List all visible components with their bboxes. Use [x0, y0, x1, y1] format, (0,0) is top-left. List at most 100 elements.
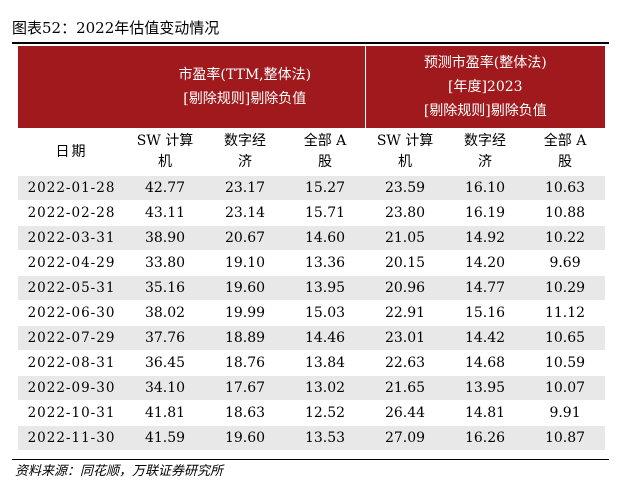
cell-sw-computer-forecast: 23.59 [365, 176, 446, 201]
cell-sw-computer-forecast: 21.05 [365, 225, 446, 251]
cell-all-a-forecast: 10.87 [525, 425, 606, 451]
cell-sw-computer-forecast: 27.09 [365, 425, 446, 451]
column-header-line: 全部 A [303, 133, 347, 149]
cell-sw-computer-ttm: 33.80 [125, 250, 205, 276]
column-header-all-a-forecast: 全部 A 股 [525, 128, 605, 176]
cell-digital-economy-forecast: 15.16 [445, 300, 526, 326]
cell-sw-computer-forecast: 23.01 [365, 325, 446, 351]
cell-sw-computer-ttm: 41.81 [125, 400, 205, 426]
cell-all-a-ttm: 13.36 [285, 250, 366, 276]
cell-sw-computer-forecast: 20.96 [365, 275, 446, 301]
group-header-forecast-pe-line2: [年度]2023 [448, 79, 523, 95]
row-date: 2022-09-30 [18, 375, 125, 401]
cell-sw-computer-forecast: 22.91 [365, 300, 446, 326]
row-date: 2022-01-28 [18, 176, 125, 201]
group-header-ttm-pe: 市盈率(TTM,整体法) [剔除规则]剔除负值 [125, 46, 366, 128]
cell-all-a-ttm: 13.84 [285, 350, 366, 376]
row-date: 2022-10-31 [18, 400, 125, 426]
cell-digital-economy-forecast: 16.26 [445, 425, 526, 451]
cell-sw-computer-ttm: 38.90 [125, 225, 205, 251]
cell-sw-computer-ttm: 34.10 [125, 375, 205, 401]
cell-all-a-ttm: 13.95 [285, 275, 366, 301]
column-header-line: 济 [478, 154, 493, 170]
cell-all-a-ttm: 15.03 [285, 300, 366, 326]
cell-digital-economy-ttm: 19.99 [205, 300, 285, 326]
column-header-line: 数字经 [224, 133, 266, 149]
column-header-line: SW 计算 [136, 133, 194, 149]
column-header-line: 全部 A [543, 133, 587, 149]
cell-all-a-ttm: 13.53 [285, 425, 366, 451]
table-body: 2022-01-28 42.77 23.17 15.27 23.59 16.10… [18, 176, 606, 451]
cell-sw-computer-forecast: 23.80 [365, 200, 446, 226]
cell-all-a-forecast: 9.69 [525, 250, 606, 276]
row-date: 2022-05-31 [18, 275, 125, 301]
figure-title: 图表52：2022年估值变动情况 [12, 19, 220, 37]
column-header-date: 日期 [55, 143, 88, 160]
cell-sw-computer-ttm: 37.76 [125, 325, 205, 351]
cell-digital-economy-ttm: 20.67 [205, 225, 285, 251]
cell-sw-computer-ttm: 35.16 [125, 275, 205, 301]
cell-digital-economy-forecast: 14.77 [445, 275, 526, 301]
group-header-forecast-pe-line1: 预测市盈率(整体法) [423, 55, 547, 71]
cell-sw-computer-ttm: 36.45 [125, 350, 205, 376]
cell-digital-economy-forecast: 14.92 [445, 225, 526, 251]
row-date: 2022-06-30 [18, 300, 125, 326]
column-header-line: 机 [398, 154, 413, 170]
cell-all-a-ttm: 15.27 [285, 176, 366, 201]
cell-sw-computer-ttm: 43.11 [125, 200, 205, 226]
cell-all-a-forecast: 10.88 [525, 200, 606, 226]
table-row: 2022-08-31 36.45 18.76 13.84 22.63 14.68… [18, 350, 606, 376]
column-header-line: 机 [158, 154, 172, 170]
column-header-all-a-ttm: 全部 A 股 [285, 128, 365, 176]
cell-sw-computer-ttm: 38.02 [125, 300, 205, 326]
table-row: 2022-09-30 34.10 17.67 13.02 21.65 13.95… [18, 375, 606, 401]
title-rule [12, 42, 609, 44]
cell-all-a-forecast: 11.12 [525, 300, 606, 326]
bottom-rule [12, 459, 609, 460]
cell-all-a-ttm: 15.71 [285, 200, 366, 226]
column-header-line: 股 [318, 154, 333, 170]
cell-digital-economy-forecast: 14.20 [445, 250, 526, 276]
row-date: 2022-03-31 [18, 225, 125, 251]
row-date: 2022-08-31 [18, 350, 125, 376]
group-header-ttm-pe-line2: [剔除规则]剔除负值 [183, 91, 307, 107]
cell-all-a-forecast: 10.59 [525, 350, 606, 376]
cell-sw-computer-ttm: 41.59 [125, 425, 205, 451]
column-header-sw-computer-ttm: SW 计算 机 [125, 128, 205, 176]
table-row: 2022-04-29 33.80 19.10 13.36 20.15 14.20… [18, 250, 606, 276]
group-header-forecast-pe-line3: [剔除规则]剔除负值 [423, 103, 547, 119]
cell-all-a-forecast: 10.29 [525, 275, 606, 301]
cell-all-a-ttm: 12.52 [285, 400, 366, 426]
cell-digital-economy-forecast: 13.95 [445, 375, 526, 401]
valuation-table: 市盈率(TTM,整体法) [剔除规则]剔除负值 预测市盈率(整体法) [年度]2… [18, 46, 606, 451]
cell-sw-computer-ttm: 42.77 [125, 176, 205, 201]
source-note: 资料来源：同花顺，万联证券研究所 [15, 464, 224, 479]
table-row: 2022-05-31 35.16 19.60 13.95 20.96 14.77… [18, 275, 606, 301]
group-header-blank [18, 46, 125, 128]
cell-sw-computer-forecast: 22.63 [365, 350, 446, 376]
cell-digital-economy-ttm: 18.89 [205, 325, 285, 351]
column-header-digital-economy-ttm: 数字经 济 [205, 128, 285, 176]
table-row: 2022-06-30 38.02 19.99 15.03 22.91 15.16… [18, 300, 606, 326]
row-date: 2022-11-30 [18, 425, 125, 451]
cell-digital-economy-ttm: 17.67 [205, 375, 285, 401]
column-header-sw-computer-forecast: SW 计算 机 [365, 128, 445, 176]
cell-digital-economy-ttm: 19.10 [205, 250, 285, 276]
column-header-line: 股 [558, 154, 573, 170]
cell-digital-economy-ttm: 23.14 [205, 200, 285, 226]
cell-digital-economy-forecast: 14.81 [445, 400, 526, 426]
cell-all-a-ttm: 14.60 [285, 225, 366, 251]
cell-digital-economy-ttm: 23.17 [205, 176, 285, 201]
cell-sw-computer-forecast: 21.65 [365, 375, 446, 401]
cell-digital-economy-forecast: 14.68 [445, 350, 526, 376]
cell-all-a-forecast: 10.63 [525, 176, 606, 201]
row-date: 2022-04-29 [18, 250, 125, 276]
cell-digital-economy-ttm: 19.60 [205, 275, 285, 301]
row-date: 2022-07-29 [18, 325, 125, 351]
cell-all-a-ttm: 13.02 [285, 375, 366, 401]
cell-digital-economy-ttm: 19.60 [205, 425, 285, 451]
cell-all-a-forecast: 9.91 [525, 400, 606, 426]
table-row: 2022-01-28 42.77 23.17 15.27 23.59 16.10… [18, 176, 606, 201]
column-header-line: 数字经 [464, 133, 507, 149]
column-header-line: SW 计算 [376, 133, 434, 149]
